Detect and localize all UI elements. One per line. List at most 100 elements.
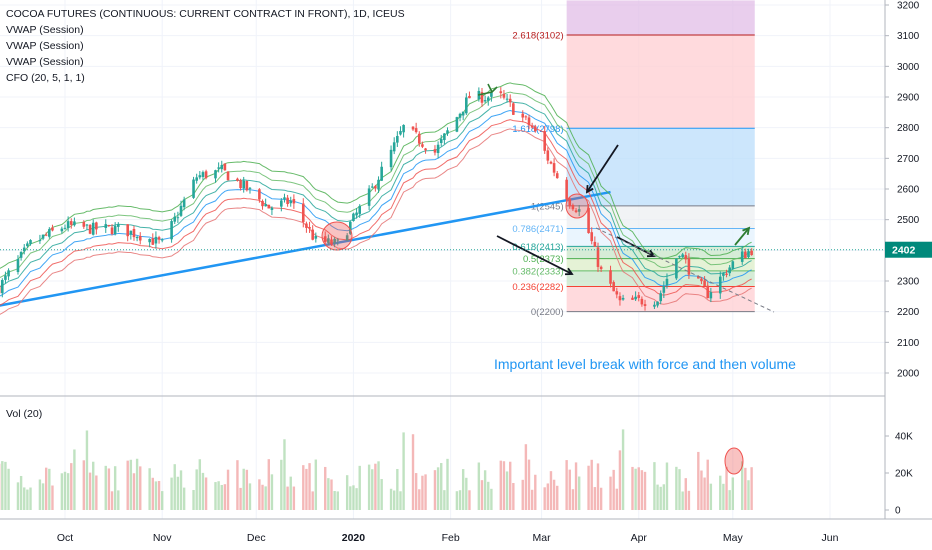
- volume-bar: [722, 483, 725, 510]
- volume-bar: [314, 459, 318, 510]
- highlight-circle-break[interactable]: [565, 193, 589, 219]
- vwap-bands: [0, 82, 752, 315]
- candle-body: [370, 186, 374, 188]
- candle-body: [245, 180, 249, 191]
- legend-item-vwap-3[interactable]: VWAP (Session): [6, 56, 84, 68]
- volume-bar: [198, 459, 202, 510]
- trendline[interactable]: [0, 190, 611, 318]
- volume-bar: [458, 490, 462, 510]
- candle-body: [333, 238, 336, 244]
- candle-body: [138, 235, 142, 241]
- candle-body: [107, 224, 111, 226]
- volume-bar: [126, 460, 129, 510]
- candle-body: [436, 144, 440, 154]
- candle-body: [116, 224, 120, 227]
- candle-body: [718, 276, 722, 294]
- volume-bar: [148, 468, 151, 510]
- candle-body: [637, 295, 641, 298]
- candle-body: [226, 171, 230, 181]
- candle-body: [396, 135, 399, 143]
- arrow-breakdown[interactable]: [496, 235, 573, 275]
- volume-bar: [552, 479, 556, 510]
- volume-bar: [399, 491, 402, 510]
- volume-bar: [684, 478, 687, 510]
- arrow-down-left[interactable]: [586, 144, 619, 193]
- volume-bar: [242, 468, 245, 510]
- volume-bar: [634, 468, 637, 510]
- legend-item-vwap-2[interactable]: VWAP (Session): [6, 40, 84, 52]
- legend-item-vwap-1[interactable]: VWAP (Session): [6, 24, 84, 36]
- current-price-label: 2402: [892, 245, 916, 257]
- drawings[interactable]: [321, 83, 775, 475]
- volume-bar: [653, 462, 656, 510]
- candle-body: [204, 171, 208, 179]
- candle-body: [88, 224, 92, 234]
- x-tick-label: Dec: [247, 532, 266, 544]
- volume-bar: [38, 479, 42, 510]
- volume-label[interactable]: Vol (20): [6, 408, 43, 420]
- arrow-up-breakout[interactable]: [734, 227, 750, 246]
- candle-body: [530, 125, 534, 128]
- y-tick-label: 2200: [897, 307, 920, 318]
- volume-bar: [66, 473, 70, 510]
- volume-bar: [129, 459, 133, 510]
- candle-body: [314, 236, 318, 239]
- candle-body: [524, 116, 528, 118]
- candle-body: [414, 128, 418, 133]
- volume-bar: [176, 476, 180, 510]
- volume-bar: [637, 467, 640, 510]
- volume-bar: [393, 490, 396, 510]
- candle-body: [129, 230, 133, 235]
- candle-body: [722, 273, 725, 276]
- y-tick-label: 2000: [897, 369, 920, 380]
- volume-bar: [549, 471, 553, 510]
- candle-body: [4, 275, 7, 280]
- candle-body: [533, 126, 537, 132]
- vol-tick-label: 20K: [895, 469, 913, 480]
- volume-bar: [483, 470, 487, 510]
- highlight-circle-volume[interactable]: [724, 447, 744, 475]
- volume-bar: [139, 466, 142, 510]
- volume-bar: [631, 466, 634, 510]
- volume-bar: [305, 468, 308, 510]
- candle-body: [706, 285, 710, 298]
- volume-bar: [744, 467, 747, 510]
- highlight-circle-low[interactable]: [321, 221, 353, 251]
- current-price-tag: [885, 241, 932, 258]
- candle-body: [323, 236, 327, 243]
- volume-bar: [324, 466, 327, 510]
- candle-body: [521, 113, 525, 118]
- candle-body: [66, 221, 70, 229]
- volume-bar: [440, 463, 443, 510]
- candle-body: [725, 273, 728, 275]
- volume-bar: [292, 486, 296, 510]
- volume-bar: [308, 463, 311, 510]
- candle-body: [549, 161, 553, 164]
- volume-bar: [571, 489, 575, 510]
- dashed-projection[interactable]: [595, 227, 775, 313]
- candle-body: [643, 304, 647, 306]
- volume-bar: [107, 468, 111, 510]
- volume-bar: [659, 486, 662, 510]
- arrow-top[interactable]: [477, 83, 498, 96]
- candle-body: [631, 297, 634, 300]
- volume-bar: [568, 469, 571, 510]
- candle-body: [126, 224, 130, 237]
- ascending-trendline[interactable]: [0, 190, 611, 318]
- candle-body: [44, 234, 48, 236]
- annotation-note[interactable]: Important level break with force and the…: [494, 356, 796, 372]
- candle-body: [292, 199, 296, 204]
- y-tick-label: 3100: [897, 31, 920, 42]
- volume-bar: [424, 474, 427, 510]
- volume-bar: [192, 490, 195, 510]
- volume-bar: [367, 464, 371, 510]
- volume-bar: [480, 480, 484, 510]
- candle-body: [455, 117, 459, 132]
- volume-bar: [355, 488, 358, 510]
- volume-bar: [527, 459, 531, 510]
- fib-level-label: 0.786(2471): [512, 224, 563, 235]
- arrow-up-breakout-head: [742, 226, 751, 236]
- legend-item-cfo[interactable]: CFO (20, 5, 1, 1): [6, 72, 85, 84]
- y-tick-label: 2600: [897, 185, 920, 196]
